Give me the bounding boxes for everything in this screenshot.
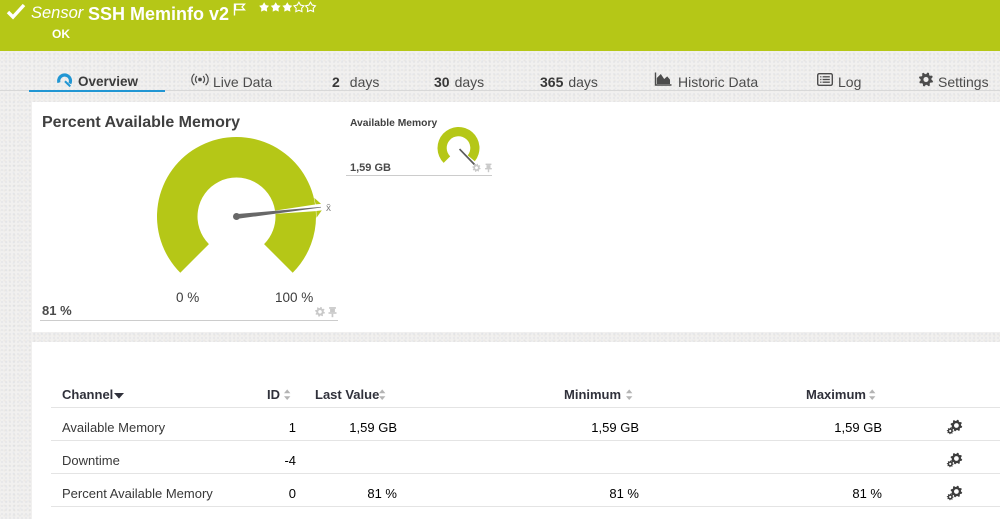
svg-text:x̄: x̄ (326, 203, 331, 214)
